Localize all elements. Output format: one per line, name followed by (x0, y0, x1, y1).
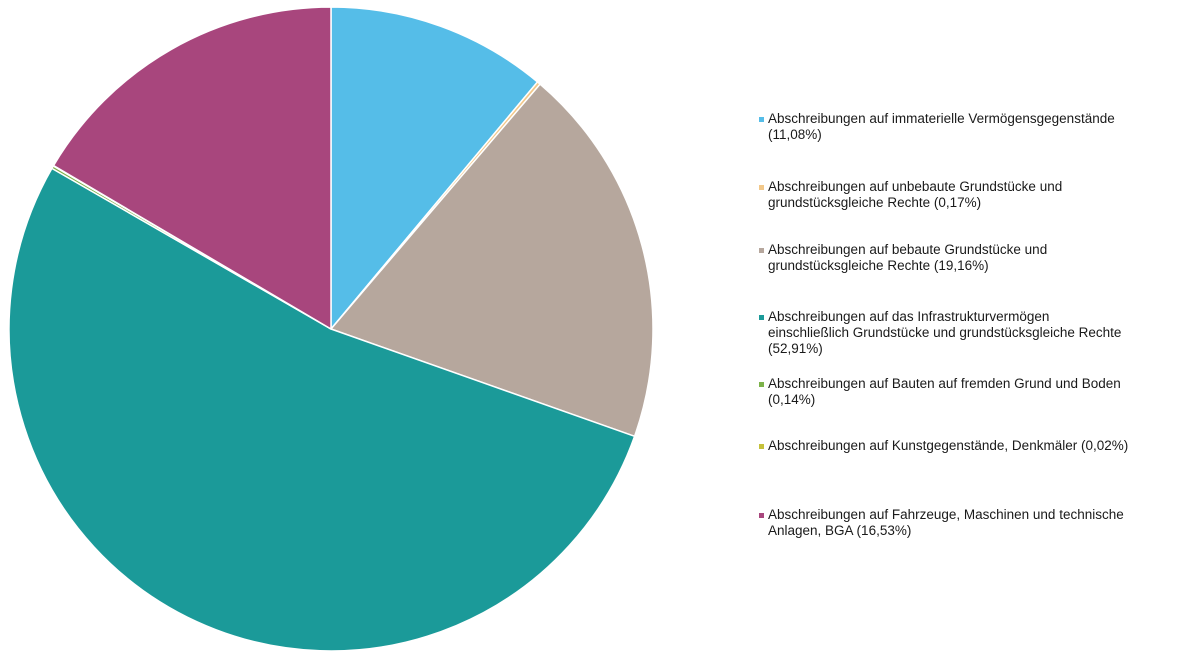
legend-swatch (759, 315, 764, 320)
legend-item: Abschreibungen auf immaterielle Vermögen… (759, 111, 1177, 143)
pie-chart (8, 6, 654, 652)
legend-swatch (759, 248, 764, 253)
legend: Abschreibungen auf immaterielle Vermögen… (759, 0, 1179, 653)
pie-slice-4 (8, 167, 636, 652)
pie-slice-1 (330, 6, 539, 330)
legend-item: Abschreibungen auf Kunstgegenstände, Den… (759, 438, 1177, 454)
legend-item: Abschreibungen auf unbebaute Grundstücke… (759, 179, 1177, 211)
legend-label: Abschreibungen auf Bauten auf fremden Gr… (768, 376, 1121, 407)
legend-swatch (759, 513, 764, 518)
legend-label: Abschreibungen auf Kunstgegenstände, Den… (768, 438, 1129, 453)
legend-label: Abschreibungen auf bebaute Grundstücke u… (768, 242, 1048, 273)
legend-item: Abschreibungen auf bebaute Grundstücke u… (759, 242, 1177, 274)
legend-swatch (759, 382, 764, 387)
legend-item: Abschreibungen auf Fahrzeuge, Maschinen … (759, 507, 1177, 539)
legend-swatch (759, 185, 764, 190)
legend-label: Abschreibungen auf immaterielle Vermögen… (768, 111, 1115, 142)
legend-item: Abschreibungen auf Bauten auf fremden Gr… (759, 376, 1177, 408)
legend-label: Abschreibungen auf unbebaute Grundstücke… (768, 179, 1063, 210)
pie-slice-3 (330, 83, 654, 438)
legend-item: Abschreibungen auf das Infrastrukturverm… (759, 309, 1177, 357)
legend-swatch (759, 117, 764, 122)
legend-label: Abschreibungen auf das Infrastrukturverm… (768, 309, 1122, 356)
pie-slice-7 (52, 6, 332, 330)
legend-label: Abschreibungen auf Fahrzeuge, Maschinen … (768, 507, 1124, 538)
legend-swatch (759, 444, 764, 449)
